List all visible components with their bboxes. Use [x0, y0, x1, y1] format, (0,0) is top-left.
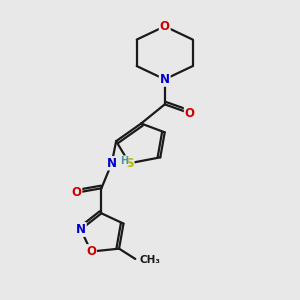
Text: N: N	[160, 73, 170, 86]
Text: O: O	[185, 107, 195, 120]
Text: N: N	[107, 157, 117, 170]
Text: H: H	[120, 156, 128, 166]
Text: CH₃: CH₃	[140, 255, 161, 266]
Text: O: O	[71, 186, 81, 199]
Text: N: N	[76, 223, 86, 236]
Text: S: S	[125, 157, 134, 170]
Text: O: O	[86, 245, 96, 258]
Text: O: O	[160, 20, 170, 33]
